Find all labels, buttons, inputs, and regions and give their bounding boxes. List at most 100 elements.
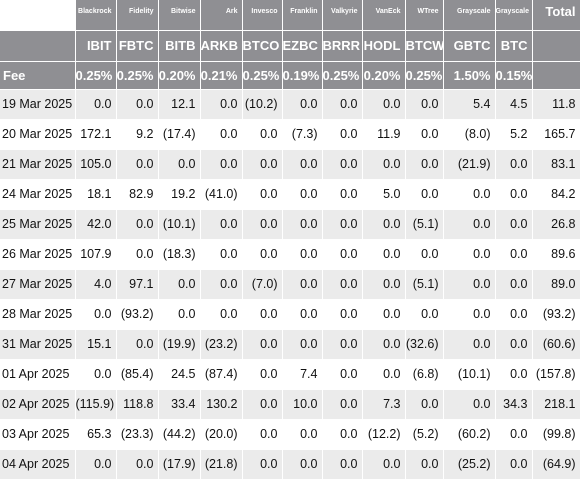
flow-cell: (85.4) bbox=[116, 359, 159, 390]
flow-cell: 7.3 bbox=[362, 389, 406, 420]
flow-cell: 0.0 bbox=[242, 359, 283, 390]
flow-cell: 0.0 bbox=[495, 149, 533, 180]
flow-cell: 0.0 bbox=[322, 449, 363, 480]
flow-cell: (18.3) bbox=[158, 239, 201, 270]
total-cell: (64.9) bbox=[532, 449, 580, 480]
flow-cell: 5.4 bbox=[443, 89, 496, 120]
flow-cell: 0.0 bbox=[116, 89, 159, 120]
flow-cell: 0.0 bbox=[242, 209, 283, 240]
flow-cell: (5.1) bbox=[405, 269, 444, 300]
flow-cell: 0.0 bbox=[495, 179, 533, 210]
total-cell: 218.1 bbox=[532, 389, 580, 420]
flow-cell: 0.0 bbox=[495, 239, 533, 270]
flow-cell: 4.5 bbox=[495, 89, 533, 120]
issuer-header: Franklin bbox=[282, 0, 323, 31]
flow-cell: 0.0 bbox=[405, 449, 444, 480]
total-cell: (99.8) bbox=[532, 419, 580, 450]
flow-cell: 0.0 bbox=[495, 269, 533, 300]
flow-cell: 0.0 bbox=[242, 179, 283, 210]
flow-cell: (7.3) bbox=[282, 119, 323, 150]
ticker-corner-cell bbox=[0, 30, 76, 62]
ticker-header: BTCO bbox=[242, 30, 283, 62]
flow-cell: 65.3 bbox=[75, 419, 117, 450]
flow-cell: 0.0 bbox=[322, 359, 363, 390]
issuer-header: Ark bbox=[200, 0, 243, 31]
flow-cell: (32.6) bbox=[405, 329, 444, 360]
flow-cell: 0.0 bbox=[362, 269, 406, 300]
flow-cell: 42.0 bbox=[75, 209, 117, 240]
ticker-header: BTC bbox=[495, 30, 533, 62]
flow-cell: 0.0 bbox=[200, 299, 243, 330]
flow-cell: 12.1 bbox=[158, 89, 201, 120]
table-row: 21 Mar 2025 105.0 0.0 0.0 0.0 0.0 0.0 0.0 0.0 0.0… bbox=[0, 149, 580, 180]
flow-cell: 0.0 bbox=[200, 209, 243, 240]
fee-value: 1.50% bbox=[443, 61, 496, 90]
issuer-header: Grayscale bbox=[443, 0, 496, 31]
flow-cell: 0.0 bbox=[282, 209, 323, 240]
flow-cell: (8.0) bbox=[443, 119, 496, 150]
flow-cell: 0.0 bbox=[405, 389, 444, 420]
flow-cell: (17.4) bbox=[158, 119, 201, 150]
flow-cell: 34.3 bbox=[495, 389, 533, 420]
flow-cell: (17.9) bbox=[158, 449, 201, 480]
flow-cell: (25.2) bbox=[443, 449, 496, 480]
table-row: 31 Mar 2025 15.1 0.0 (19.9) (23.2) 0.0 0.0 0.0 0… bbox=[0, 329, 580, 360]
flow-cell: (21.8) bbox=[200, 449, 243, 480]
flow-cell: 0.0 bbox=[242, 329, 283, 360]
ticker-total-cell bbox=[532, 30, 580, 62]
fee-value: 0.25% bbox=[116, 61, 159, 90]
flow-cell: 107.9 bbox=[75, 239, 117, 270]
date-cell: 02 Apr 2025 bbox=[0, 389, 76, 420]
flow-cell: 0.0 bbox=[158, 149, 201, 180]
total-cell: (60.6) bbox=[532, 329, 580, 360]
flow-cell: 0.0 bbox=[443, 209, 496, 240]
flow-cell: 0.0 bbox=[362, 89, 406, 120]
flow-cell: 97.1 bbox=[116, 269, 159, 300]
flow-cell: 0.0 bbox=[282, 449, 323, 480]
date-cell: 04 Apr 2025 bbox=[0, 449, 76, 480]
flow-cell: (21.9) bbox=[443, 149, 496, 180]
flow-cell: 0.0 bbox=[282, 89, 323, 120]
date-cell: 28 Mar 2025 bbox=[0, 299, 76, 330]
flow-cell: 0.0 bbox=[282, 299, 323, 330]
flow-cell: 0.0 bbox=[200, 149, 243, 180]
issuer-header: Invesco bbox=[242, 0, 283, 31]
total-cell: (93.2) bbox=[532, 299, 580, 330]
flow-cell: 0.0 bbox=[362, 239, 406, 270]
flow-cell: 0.0 bbox=[75, 299, 117, 330]
table-row: 04 Apr 2025 0.0 0.0 (17.9) (21.8) 0.0 0.0 0.0 0.… bbox=[0, 449, 580, 480]
flow-cell: 0.0 bbox=[322, 419, 363, 450]
flow-cell: 0.0 bbox=[405, 299, 444, 330]
flow-cell: 0.0 bbox=[362, 359, 406, 390]
flow-cell: 0.0 bbox=[242, 299, 283, 330]
flow-cell: 0.0 bbox=[116, 209, 159, 240]
flow-cell: 0.0 bbox=[282, 239, 323, 270]
flow-cell: (7.0) bbox=[242, 269, 283, 300]
fee-value: 0.20% bbox=[158, 61, 201, 90]
flow-cell: 0.0 bbox=[322, 89, 363, 120]
flow-cell: 0.0 bbox=[443, 329, 496, 360]
date-cell: 01 Apr 2025 bbox=[0, 359, 76, 390]
flow-cell: 0.0 bbox=[495, 449, 533, 480]
flow-cell: (23.3) bbox=[116, 419, 159, 450]
flow-cell: 0.0 bbox=[116, 239, 159, 270]
flow-cell: 0.0 bbox=[322, 149, 363, 180]
issuer-header: Blackrock bbox=[75, 0, 117, 31]
flow-cell: 5.0 bbox=[362, 179, 406, 210]
fee-label: Fee bbox=[0, 61, 76, 90]
ticker-header: FBTC bbox=[116, 30, 159, 62]
flow-cell: 0.0 bbox=[282, 149, 323, 180]
flow-cell: 0.0 bbox=[116, 449, 159, 480]
flow-cell: 0.0 bbox=[242, 419, 283, 450]
date-cell: 19 Mar 2025 bbox=[0, 89, 76, 120]
flow-cell: 0.0 bbox=[322, 329, 363, 360]
flow-cell: 0.0 bbox=[322, 389, 363, 420]
flow-cell: (44.2) bbox=[158, 419, 201, 450]
issuer-header: Grayscale bbox=[495, 0, 533, 31]
flow-cell: 0.0 bbox=[322, 299, 363, 330]
issuer-header: VanEck bbox=[362, 0, 406, 31]
table-row: 02 Apr 2025 (115.9) 118.8 33.4 130.2 0.0 10.0 0… bbox=[0, 389, 580, 420]
flow-cell: 0.0 bbox=[495, 419, 533, 450]
flow-cell: 9.2 bbox=[116, 119, 159, 150]
issuer-header: Bitwise bbox=[158, 0, 201, 31]
